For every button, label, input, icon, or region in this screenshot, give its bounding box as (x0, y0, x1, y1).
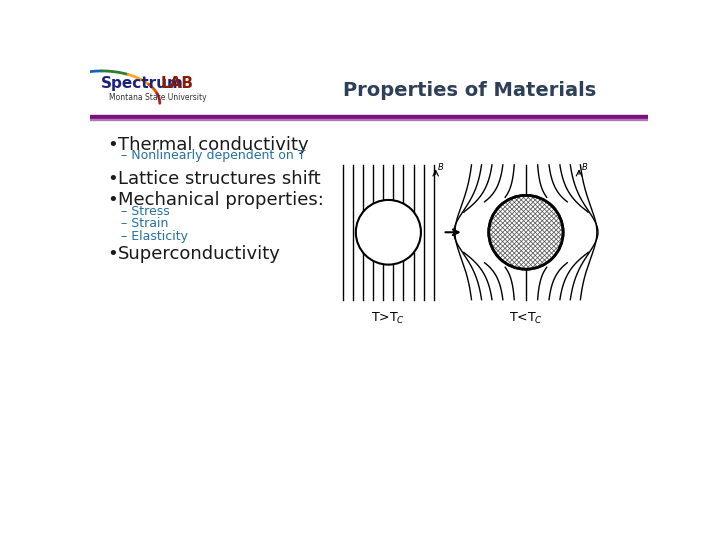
Text: B: B (581, 163, 587, 172)
Text: T<T$_C$: T<T$_C$ (509, 310, 543, 326)
Text: Lattice structures shift: Lattice structures shift (118, 170, 320, 187)
Text: •: • (107, 245, 118, 263)
Circle shape (356, 200, 421, 265)
Text: T>T$_C$: T>T$_C$ (372, 310, 405, 326)
Text: Thermal conductivity: Thermal conductivity (118, 136, 309, 154)
Text: – Stress: – Stress (121, 205, 170, 218)
Text: – Elasticity: – Elasticity (121, 230, 188, 242)
Text: Mechanical properties:: Mechanical properties: (118, 191, 324, 209)
Text: Properties of Materials: Properties of Materials (343, 80, 596, 100)
Circle shape (489, 195, 563, 269)
Text: Spectrum: Spectrum (102, 76, 184, 91)
Bar (90, 119, 648, 120)
Text: – Nonlinearly dependent on T: – Nonlinearly dependent on T (121, 150, 305, 163)
Text: •: • (107, 136, 118, 154)
Text: – Strain: – Strain (121, 217, 168, 230)
Text: B: B (438, 163, 444, 172)
Text: LAB: LAB (161, 76, 193, 91)
Text: •: • (107, 170, 118, 187)
Text: •: • (107, 191, 118, 209)
Text: Montana State University: Montana State University (109, 93, 207, 102)
Bar (90, 65, 648, 115)
Text: Superconductivity: Superconductivity (118, 245, 281, 263)
Bar (90, 115, 648, 119)
